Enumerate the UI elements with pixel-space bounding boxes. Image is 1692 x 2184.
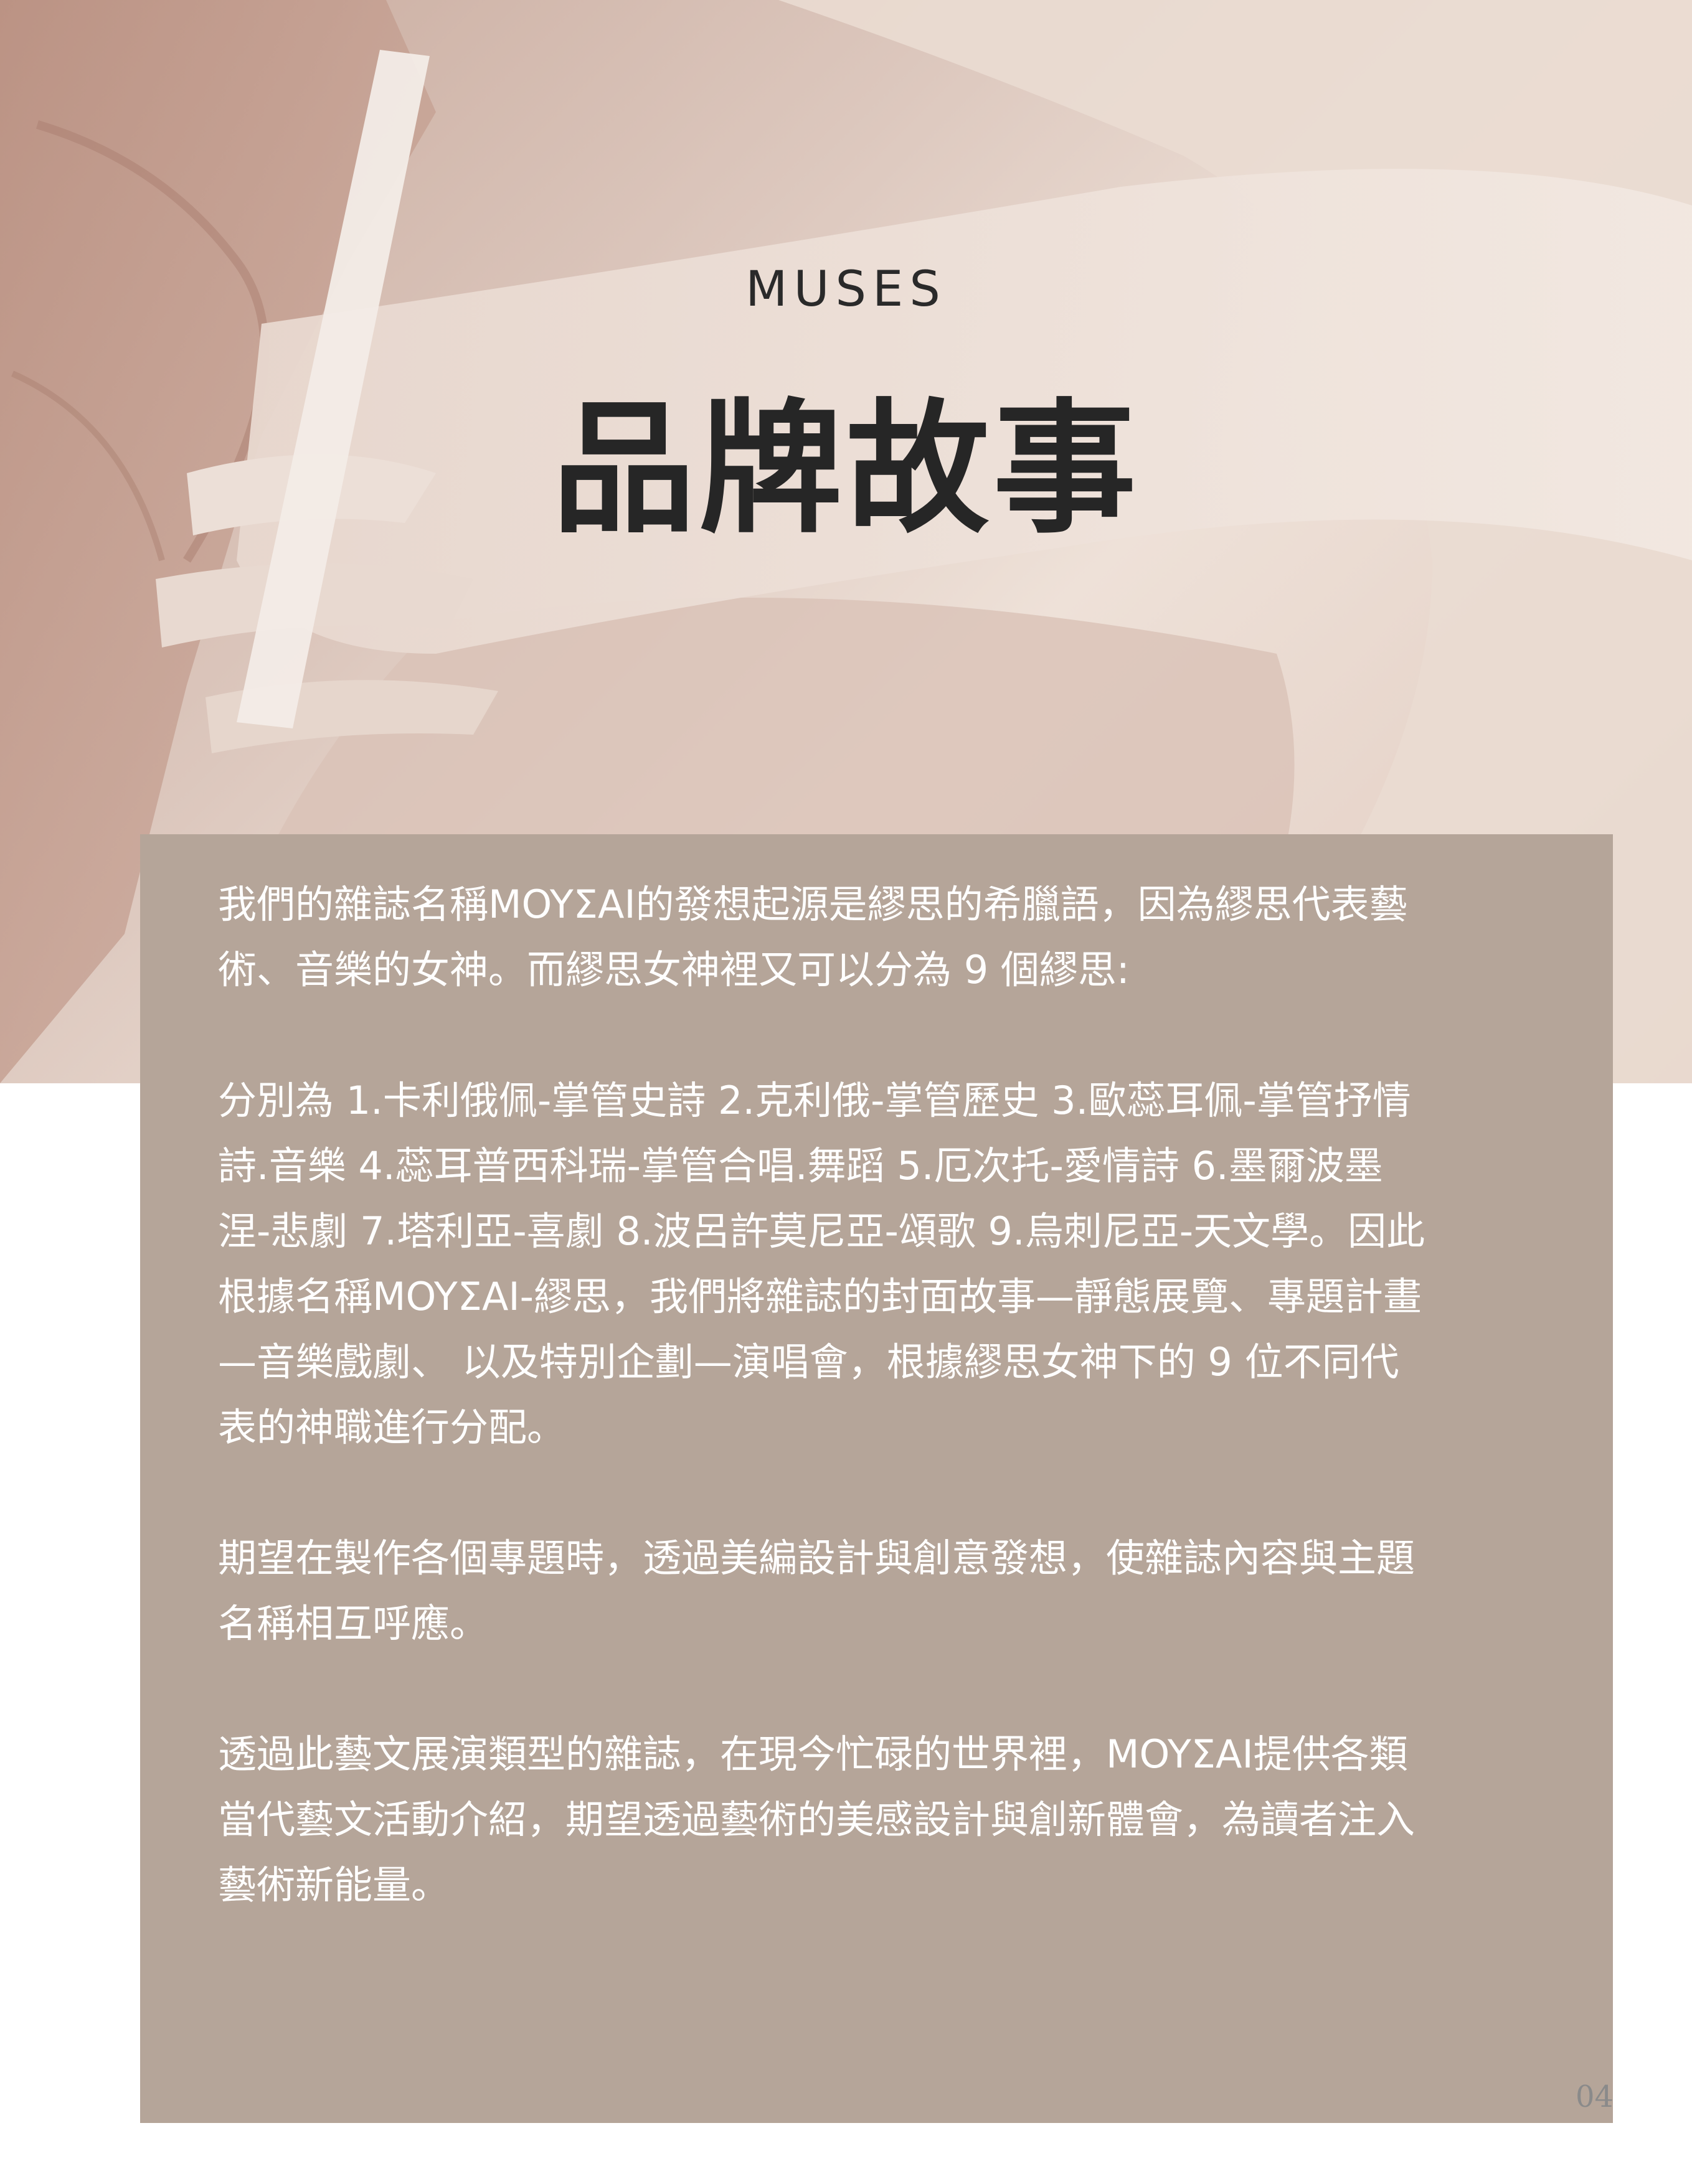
brand-name: MUSES (745, 261, 947, 318)
page-title: 品牌故事 (552, 387, 1140, 553)
article-body: 我們的雜誌名稱MOYΣAI的發想起源是繆思的希臘語，因為繆思代表藝術、音樂的女神… (218, 872, 1432, 1918)
paragraph-mission: 透過此藝文展演類型的雜誌，在現今忙碌的世界裡，MOYΣAI提供各類當代藝文活動介… (218, 1731, 1416, 1908)
paragraph-muses-list: 分別為 1.卡利俄佩-掌管史詩 2.克利俄-掌管歷史 3.歐蕊耳佩-掌管抒情詩.… (218, 1078, 1425, 1450)
paragraph-design-goal: 期望在製作各個專題時，透過美編設計與創意發想，使雜誌內容與主題名稱相互呼應。 (218, 1535, 1416, 1646)
paragraph-intro: 我們的雜誌名稱MOYΣAI的發想起源是繆思的希臘語，因為繆思代表藝術、音樂的女神… (218, 882, 1408, 992)
page-number: 04 (1576, 2079, 1614, 2114)
text-panel (140, 834, 1613, 2123)
